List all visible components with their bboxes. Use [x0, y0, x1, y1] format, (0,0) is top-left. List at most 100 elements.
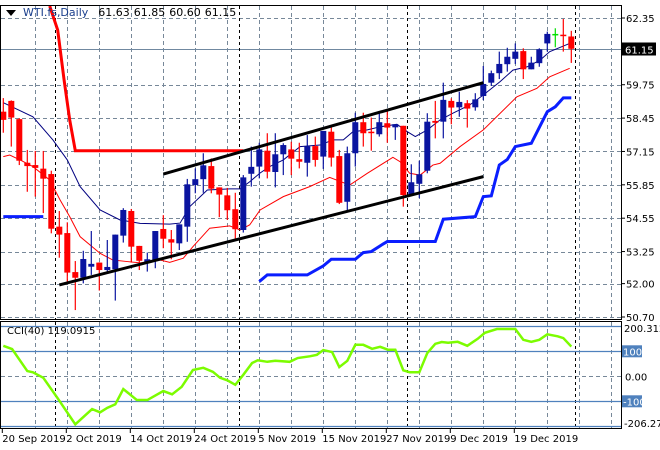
low-value: 60.60: [169, 6, 201, 19]
candle-body: [440, 99, 447, 122]
candle: [280, 143, 287, 176]
candle-body: [256, 149, 263, 167]
candle: [448, 98, 455, 125]
candle-body: [392, 124, 399, 128]
cci-level-badge: [622, 395, 642, 408]
candle: [64, 222, 71, 282]
candle-body: [88, 263, 95, 267]
candle: [472, 93, 479, 111]
candle-body: [344, 153, 351, 202]
candle-body: [400, 125, 407, 196]
candle: [376, 113, 383, 137]
candle-body: [560, 34, 567, 37]
time-tick-label: 24 Oct 2019: [194, 434, 256, 445]
candles: [0, 19, 575, 311]
candle: [152, 231, 159, 269]
candle-body: [32, 165, 39, 168]
time-tick-label: 9 Dec 2019: [450, 434, 508, 445]
candle: [216, 187, 223, 218]
candle: [320, 130, 327, 169]
high-value: 61.85: [133, 6, 166, 19]
moving-average-slow: [3, 67, 570, 264]
candle-body: [528, 62, 535, 70]
candle-body: [544, 33, 551, 44]
candle: [560, 19, 567, 52]
candle: [248, 146, 255, 187]
symbol-label: WTI.fs,Daily: [23, 6, 89, 19]
candle: [16, 118, 23, 166]
open-value: 61.63: [98, 6, 130, 19]
candle: [0, 98, 7, 133]
candle: [160, 215, 167, 249]
cci-label: CCI(40) 119.0915: [7, 326, 96, 337]
trendlines[interactable]: [58, 81, 484, 287]
candle-body: [312, 146, 319, 160]
grid: [1, 6, 621, 428]
candle: [336, 149, 343, 205]
price-tick-label: 55.85: [626, 181, 655, 192]
candle-body: [504, 56, 511, 65]
candle: [544, 31, 551, 52]
price-tick-label: 52.00: [626, 280, 655, 291]
candle: [456, 91, 463, 117]
candle: [192, 168, 199, 194]
candle-body: [72, 272, 79, 278]
time-tick-label: 19 Dec 2019: [514, 434, 578, 445]
candle-body: [224, 195, 231, 211]
candle: [384, 109, 391, 143]
candle: [72, 261, 79, 311]
candle-body: [8, 100, 15, 118]
candle: [288, 141, 295, 176]
candle: [344, 146, 351, 212]
candle-body: [192, 179, 199, 186]
candle-body: [568, 36, 575, 49]
candle-body: [56, 226, 63, 235]
triangle-down-icon[interactable]: [6, 9, 16, 16]
current-price-badge: [622, 42, 656, 56]
candle-body: [184, 184, 191, 227]
price-tick-label: 62.35: [626, 14, 655, 25]
candle-body: [536, 49, 543, 64]
candle-body: [280, 145, 287, 155]
candle-body: [472, 99, 479, 108]
candle-body: [464, 103, 471, 109]
candle-body: [448, 100, 455, 108]
candle-body: [248, 166, 255, 174]
candle: [304, 135, 311, 177]
candle-body: [24, 162, 31, 167]
candle: [328, 126, 335, 167]
candle-body: [480, 83, 487, 97]
candle-body: [136, 245, 143, 261]
candle: [504, 47, 511, 72]
candle: [512, 43, 519, 64]
candle: [56, 211, 63, 258]
trendline-lower-channel[interactable]: [58, 175, 484, 287]
cci-level-badge: [622, 345, 642, 358]
candle: [120, 208, 127, 243]
candle-body: [120, 209, 127, 236]
time-tick-label: 20 Sep 2019: [2, 434, 65, 445]
moving-average-fast: [3, 42, 570, 225]
candle: [176, 224, 183, 251]
candle-body: [200, 165, 207, 180]
price-tick-label: 59.75: [626, 81, 655, 92]
candle-body: [96, 262, 103, 271]
candle-body: [488, 73, 495, 83]
candle-body: [48, 174, 55, 229]
candle: [528, 56, 535, 70]
candle-body: [152, 231, 159, 262]
candle: [408, 164, 415, 196]
candle-body: [216, 187, 223, 195]
trendline-upper-channel[interactable]: [162, 81, 484, 176]
candle-body: [16, 119, 23, 161]
candle: [352, 112, 359, 167]
candle: [568, 30, 575, 63]
candle-body: [456, 101, 463, 108]
candle-body: [368, 131, 375, 134]
current-price-label: 61.15: [625, 46, 654, 57]
candle-body: [232, 209, 239, 230]
candle: [48, 170, 55, 234]
cci-tick-label: -100: [623, 397, 646, 408]
candle-body: [128, 211, 135, 247]
